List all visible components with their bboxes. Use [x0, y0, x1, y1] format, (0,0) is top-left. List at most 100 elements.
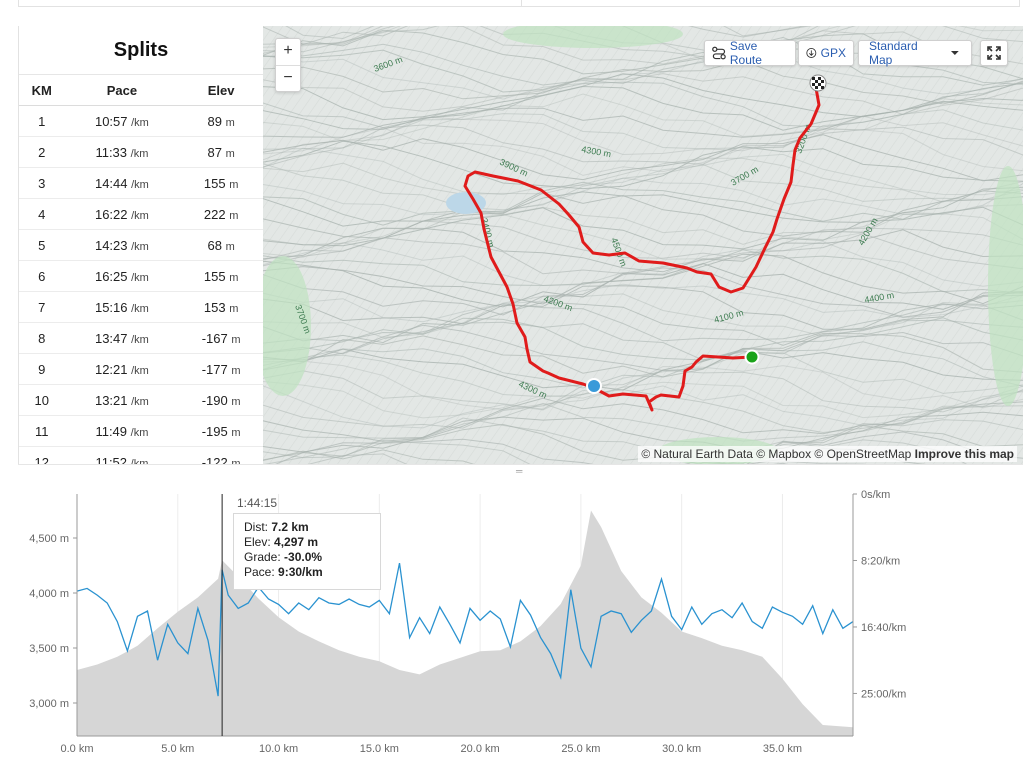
split-row: 2 11:33 /km 87 m — [19, 136, 263, 168]
split-elev: 87 m — [179, 136, 263, 168]
split-pace: 12:21 /km — [64, 353, 180, 385]
map-attribution: © Natural Earth Data © Mapbox © OpenStre… — [638, 446, 1017, 462]
x-tick-label: 5.0 km — [161, 743, 194, 755]
col-elev: Elev — [179, 75, 263, 106]
top-panel-edge — [18, 0, 1020, 7]
x-tick-label: 30.0 km — [662, 743, 701, 755]
y-left-tick-label: 4,000 m — [29, 588, 69, 600]
split-pace: 13:21 /km — [64, 384, 180, 416]
y-right-tick-label: 25:00/km — [861, 688, 906, 700]
y-left-tick-label: 3,000 m — [29, 698, 69, 710]
tooltip-pace-label: Pace: — [244, 565, 275, 579]
split-pace: 11:49 /km — [64, 415, 180, 447]
split-km: 10 — [19, 384, 65, 416]
split-pace: 13:47 /km — [64, 322, 180, 354]
split-km: 8 — [19, 322, 65, 354]
y-left-tick-label: 3,500 m — [29, 643, 69, 655]
col-km: KM — [19, 75, 65, 106]
split-km: 9 — [19, 353, 65, 385]
y-right-tick-label: 0s/km — [861, 489, 890, 501]
start-marker[interactable] — [744, 349, 760, 365]
split-pace: 14:23 /km — [64, 229, 180, 261]
split-pace: 15:16 /km — [64, 291, 180, 323]
split-row: 12 11:52 /km -122 m — [19, 446, 263, 464]
split-row: 1 10:57 /km 89 m — [19, 105, 263, 137]
route-line — [463, 86, 821, 412]
split-row: 6 16:25 /km 155 m — [19, 260, 263, 292]
split-row: 8 13:47 /km -167 m — [19, 322, 263, 354]
split-pace: 10:57 /km — [64, 105, 180, 137]
split-km: 1 — [19, 105, 65, 137]
chart-tooltip: Dist: 7.2 km Elev: 4,297 m Grade: -30.0%… — [233, 513, 381, 590]
tooltip-elev-value: 4,297 m — [274, 535, 319, 549]
gpx-label: GPX — [820, 46, 846, 60]
split-km: 4 — [19, 198, 65, 230]
finish-marker[interactable] — [809, 74, 827, 92]
elevation-area — [77, 510, 853, 736]
fullscreen-icon — [987, 46, 1001, 60]
elevation-pace-chart[interactable]: 0.0 km 5.0 km 10.0 km 15.0 km 20.0 km 25.0 km… — [18, 472, 1023, 768]
map-style-label: Standard Map — [869, 39, 918, 67]
split-pace: 16:25 /km — [64, 260, 180, 292]
zoom-in-button[interactable]: + — [283, 42, 293, 59]
tooltip-dist-label: Dist: — [244, 520, 268, 534]
split-km: 7 — [19, 291, 65, 323]
panel-resize-handle[interactable]: ═ — [18, 464, 1023, 476]
save-route-label: Save Route — [729, 39, 762, 67]
route-map[interactable]: 3600 m 3900 m 4300 m 3700 m 3200 m 3400 m 4500… — [263, 26, 1023, 464]
split-elev: 155 m — [179, 260, 263, 292]
split-row: 7 15:16 /km 153 m — [19, 291, 263, 323]
split-km: 12 — [19, 446, 65, 464]
tooltip-dist-value: 7.2 km — [271, 520, 309, 534]
split-elev: 68 m — [179, 229, 263, 261]
y-right-tick-label: 8:20/km — [861, 555, 900, 567]
fullscreen-button[interactable] — [980, 40, 1008, 66]
splits-table: KM Pace Elev 1 10:57 /km 89 m 2 11:33 /km 87 … — [19, 75, 263, 464]
col-pace: Pace — [64, 75, 180, 106]
split-elev: 222 m — [179, 198, 263, 230]
zoom-out-button[interactable]: − — [276, 65, 300, 92]
split-elev: -195 m — [179, 415, 263, 447]
split-km: 3 — [19, 167, 65, 199]
tooltip-grade-label: Grade: — [244, 550, 281, 564]
split-pace: 11:33 /km — [64, 136, 180, 168]
pace-line — [76, 562, 854, 697]
split-elev: -122 m — [179, 446, 263, 464]
zoom-controls: + − — [275, 38, 301, 92]
split-elev: 153 m — [179, 291, 263, 323]
split-km: 2 — [19, 136, 65, 168]
download-icon — [806, 48, 817, 58]
split-row: 10 13:21 /km -190 m — [19, 384, 263, 416]
map-style-dropdown[interactable]: Standard Map — [858, 39, 972, 67]
x-tick-label: 35.0 km — [763, 743, 802, 755]
split-elev: 155 m — [179, 167, 263, 199]
splits-title: Splits — [19, 26, 263, 75]
current-position-marker[interactable] — [586, 378, 602, 394]
splits-panel: Splits KM Pace Elev 1 10:57 /km 89 m 2 11:33… — [18, 26, 263, 464]
tooltip-grade-value: -30.0% — [284, 550, 323, 564]
split-pace: 16:22 /km — [64, 198, 180, 230]
split-row: 9 12:21 /km -177 m — [19, 353, 263, 385]
caret-down-icon — [951, 51, 960, 55]
y-left-tick-label: 4,500 m — [29, 533, 69, 545]
route-icon — [712, 46, 726, 60]
gpx-download-button[interactable]: GPX — [798, 40, 854, 66]
split-elev: -190 m — [179, 384, 263, 416]
split-elev: -167 m — [179, 322, 263, 354]
x-tick-label: 25.0 km — [561, 743, 600, 755]
cursor-time: 1:44:15 — [237, 496, 278, 510]
improve-map-link[interactable]: Improve this map — [914, 447, 1014, 461]
save-route-button[interactable]: Save Route — [704, 39, 796, 67]
x-tick-label: 0.0 km — [60, 743, 93, 755]
y-right-tick-label: 16:40/km — [861, 622, 906, 634]
split-row: 4 16:22 /km 222 m — [19, 198, 263, 230]
split-pace: 11:52 /km — [64, 446, 180, 464]
attribution-text: © Natural Earth Data © Mapbox © OpenStre… — [641, 447, 912, 461]
x-tick-label: 10.0 km — [259, 743, 298, 755]
split-row: 3 14:44 /km 155 m — [19, 167, 263, 199]
split-row: 11 11:49 /km -195 m — [19, 415, 263, 447]
split-elev: -177 m — [179, 353, 263, 385]
x-tick-label: 20.0 km — [461, 743, 500, 755]
split-row: 5 14:23 /km 68 m — [19, 229, 263, 261]
